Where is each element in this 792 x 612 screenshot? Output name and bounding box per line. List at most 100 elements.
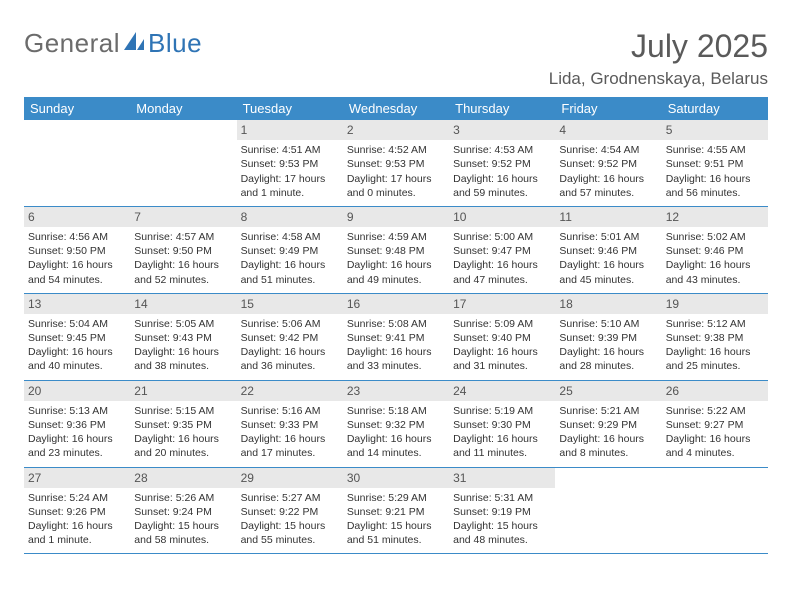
- daylight2-text: and 14 minutes.: [347, 446, 445, 460]
- daylight2-text: and 54 minutes.: [28, 273, 126, 287]
- day-number: 29: [237, 468, 343, 488]
- day-number: 19: [662, 294, 768, 314]
- logo-sail-icon: [122, 28, 146, 59]
- day-number: 20: [24, 381, 130, 401]
- day-number: 4: [555, 120, 661, 140]
- daylight2-text: and 48 minutes.: [453, 533, 551, 547]
- day-cell: 20Sunrise: 5:13 AMSunset: 9:36 PMDayligh…: [24, 381, 130, 467]
- daylight1-text: Daylight: 16 hours: [347, 258, 445, 272]
- day-number: 14: [130, 294, 236, 314]
- sunset-text: Sunset: 9:52 PM: [453, 157, 551, 171]
- daylight1-text: Daylight: 16 hours: [28, 519, 126, 533]
- daylight1-text: Daylight: 16 hours: [559, 345, 657, 359]
- sunset-text: Sunset: 9:41 PM: [347, 331, 445, 345]
- day-cell: 7Sunrise: 4:57 AMSunset: 9:50 PMDaylight…: [130, 207, 236, 293]
- sunset-text: Sunset: 9:36 PM: [28, 418, 126, 432]
- sunset-text: Sunset: 9:48 PM: [347, 244, 445, 258]
- day-number: 21: [130, 381, 236, 401]
- sunset-text: Sunset: 9:45 PM: [28, 331, 126, 345]
- daylight2-text: and 1 minute.: [28, 533, 126, 547]
- weekday-header: Friday: [555, 97, 661, 120]
- day-number: 10: [449, 207, 555, 227]
- weeks-container: 1Sunrise: 4:51 AMSunset: 9:53 PMDaylight…: [24, 120, 768, 554]
- daylight1-text: Daylight: 16 hours: [241, 432, 339, 446]
- day-number: 22: [237, 381, 343, 401]
- daylight1-text: Daylight: 16 hours: [28, 258, 126, 272]
- day-number: 2: [343, 120, 449, 140]
- daylight2-text: and 8 minutes.: [559, 446, 657, 460]
- sunset-text: Sunset: 9:50 PM: [28, 244, 126, 258]
- sunset-text: Sunset: 9:53 PM: [241, 157, 339, 171]
- day-cell: 2Sunrise: 4:52 AMSunset: 9:53 PMDaylight…: [343, 120, 449, 206]
- week-row: 27Sunrise: 5:24 AMSunset: 9:26 PMDayligh…: [24, 468, 768, 555]
- day-cell: 25Sunrise: 5:21 AMSunset: 9:29 PMDayligh…: [555, 381, 661, 467]
- day-cell: 14Sunrise: 5:05 AMSunset: 9:43 PMDayligh…: [130, 294, 236, 380]
- day-number: 11: [555, 207, 661, 227]
- sunset-text: Sunset: 9:33 PM: [241, 418, 339, 432]
- day-number: 7: [130, 207, 236, 227]
- day-cell: 15Sunrise: 5:06 AMSunset: 9:42 PMDayligh…: [237, 294, 343, 380]
- day-cell: 23Sunrise: 5:18 AMSunset: 9:32 PMDayligh…: [343, 381, 449, 467]
- daylight1-text: Daylight: 16 hours: [134, 432, 232, 446]
- day-number: 26: [662, 381, 768, 401]
- header: General Blue July 2025 Lida, Grodnenskay…: [24, 28, 768, 89]
- day-cell: 12Sunrise: 5:02 AMSunset: 9:46 PMDayligh…: [662, 207, 768, 293]
- day-cell: 6Sunrise: 4:56 AMSunset: 9:50 PMDaylight…: [24, 207, 130, 293]
- day-number: 3: [449, 120, 555, 140]
- day-number: 12: [662, 207, 768, 227]
- week-row: 6Sunrise: 4:56 AMSunset: 9:50 PMDaylight…: [24, 207, 768, 294]
- week-row: 1Sunrise: 4:51 AMSunset: 9:53 PMDaylight…: [24, 120, 768, 207]
- sunset-text: Sunset: 9:46 PM: [666, 244, 764, 258]
- day-number: 9: [343, 207, 449, 227]
- sunrise-text: Sunrise: 5:02 AM: [666, 230, 764, 244]
- day-number: 1: [237, 120, 343, 140]
- daylight2-text: and 0 minutes.: [347, 186, 445, 200]
- day-cell: [555, 468, 661, 554]
- sunrise-text: Sunrise: 5:24 AM: [28, 491, 126, 505]
- weekday-header: Saturday: [662, 97, 768, 120]
- daylight1-text: Daylight: 16 hours: [666, 172, 764, 186]
- day-number: 13: [24, 294, 130, 314]
- day-cell: 8Sunrise: 4:58 AMSunset: 9:49 PMDaylight…: [237, 207, 343, 293]
- logo: General Blue: [24, 28, 202, 59]
- sunrise-text: Sunrise: 4:57 AM: [134, 230, 232, 244]
- sunrise-text: Sunrise: 5:04 AM: [28, 317, 126, 331]
- sunrise-text: Sunrise: 5:12 AM: [666, 317, 764, 331]
- day-cell: 22Sunrise: 5:16 AMSunset: 9:33 PMDayligh…: [237, 381, 343, 467]
- day-cell: 16Sunrise: 5:08 AMSunset: 9:41 PMDayligh…: [343, 294, 449, 380]
- sunset-text: Sunset: 9:50 PM: [134, 244, 232, 258]
- week-row: 20Sunrise: 5:13 AMSunset: 9:36 PMDayligh…: [24, 381, 768, 468]
- daylight1-text: Daylight: 16 hours: [453, 172, 551, 186]
- sunrise-text: Sunrise: 4:53 AM: [453, 143, 551, 157]
- day-cell: 28Sunrise: 5:26 AMSunset: 9:24 PMDayligh…: [130, 468, 236, 554]
- daylight1-text: Daylight: 16 hours: [28, 432, 126, 446]
- daylight2-text: and 51 minutes.: [347, 533, 445, 547]
- day-cell: 18 Sunrise: 5:10 AMSunset: 9:39 PMDayligh…: [555, 294, 661, 380]
- sunset-text: Sunset: 9:21 PM: [347, 505, 445, 519]
- day-cell: 5Sunrise: 4:55 AMSunset: 9:51 PMDaylight…: [662, 120, 768, 206]
- day-number: 15: [237, 294, 343, 314]
- daylight2-text: and 25 minutes.: [666, 359, 764, 373]
- day-number: 30: [343, 468, 449, 488]
- logo-text-general: General: [24, 28, 120, 59]
- daylight2-text: and 51 minutes.: [241, 273, 339, 287]
- sunrise-text: Sunrise: 5:10 AM: [559, 317, 657, 331]
- sunrise-text: Sunrise: 5:21 AM: [559, 404, 657, 418]
- day-number: 18: [555, 294, 661, 314]
- daylight2-text: and 40 minutes.: [28, 359, 126, 373]
- daylight1-text: Daylight: 17 hours: [347, 172, 445, 186]
- day-cell: 9Sunrise: 4:59 AMSunset: 9:48 PMDaylight…: [343, 207, 449, 293]
- day-cell: 11Sunrise: 5:01 AMSunset: 9:46 PMDayligh…: [555, 207, 661, 293]
- sunrise-text: Sunrise: 5:05 AM: [134, 317, 232, 331]
- day-cell: 31Sunrise: 5:31 AMSunset: 9:19 PMDayligh…: [449, 468, 555, 554]
- daylight2-text: and 17 minutes.: [241, 446, 339, 460]
- daylight1-text: Daylight: 16 hours: [453, 258, 551, 272]
- sunset-text: Sunset: 9:52 PM: [559, 157, 657, 171]
- daylight2-text: and 45 minutes.: [559, 273, 657, 287]
- day-cell: 4Sunrise: 4:54 AMSunset: 9:52 PMDaylight…: [555, 120, 661, 206]
- sunset-text: Sunset: 9:39 PM: [559, 331, 657, 345]
- sunrise-text: Sunrise: 4:56 AM: [28, 230, 126, 244]
- sunset-text: Sunset: 9:51 PM: [666, 157, 764, 171]
- day-cell: 21Sunrise: 5:15 AMSunset: 9:35 PMDayligh…: [130, 381, 236, 467]
- day-cell: 3 Sunrise: 4:53 AMSunset: 9:52 PMDaylight…: [449, 120, 555, 206]
